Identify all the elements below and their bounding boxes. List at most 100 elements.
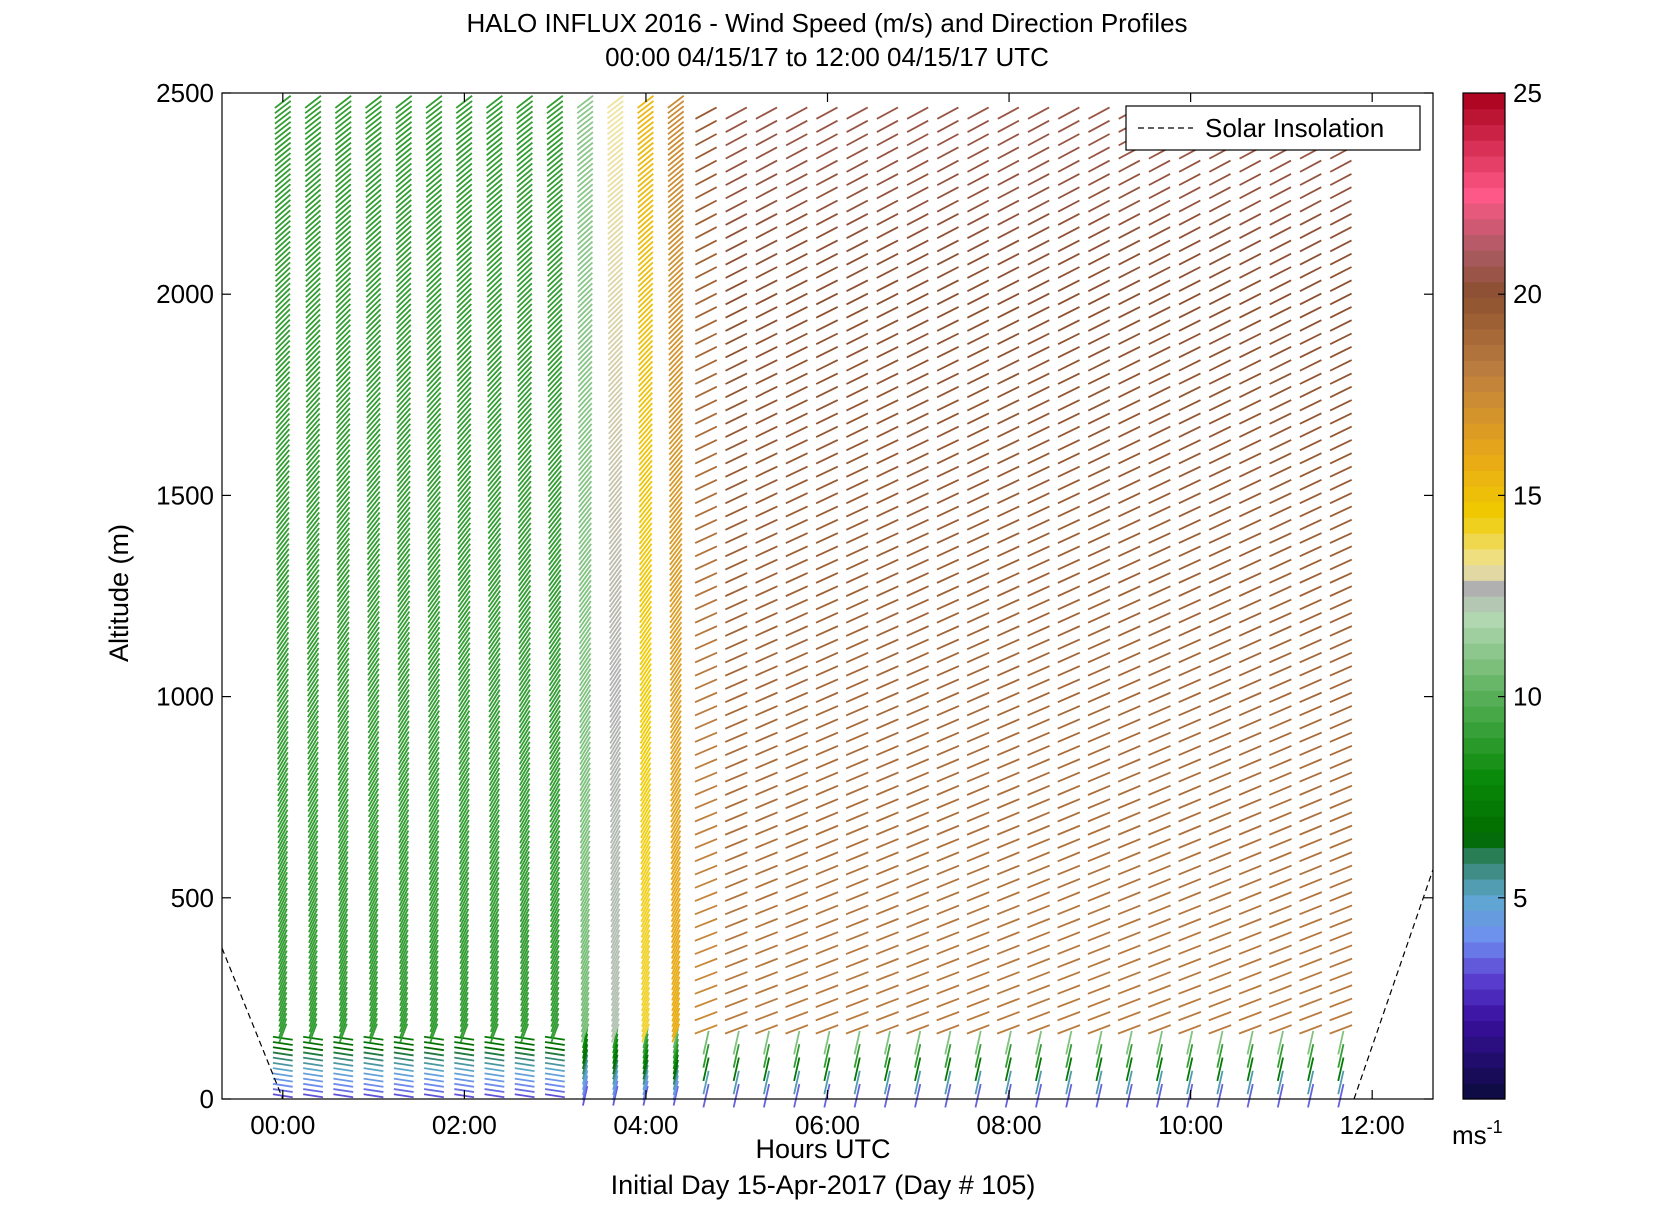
wind-barb <box>396 438 411 456</box>
wind-barb <box>667 209 684 225</box>
wind-barb <box>274 178 292 193</box>
wind-barb <box>365 355 382 372</box>
wind-barb <box>519 824 531 844</box>
wind-barb <box>579 804 591 823</box>
wind-barb <box>639 699 652 718</box>
wind-barb <box>486 240 503 256</box>
wind-barb <box>845 452 869 465</box>
wind-barb <box>1299 718 1323 730</box>
wind-barb <box>550 1007 560 1027</box>
wind-barb <box>725 306 748 319</box>
wind-barb <box>845 851 869 863</box>
wind-barb <box>550 971 560 991</box>
wind-barb <box>275 298 291 314</box>
wind-barb <box>368 861 379 881</box>
wind-barb <box>1238 931 1262 942</box>
wind-barb <box>547 454 563 472</box>
wind-barb <box>336 444 351 461</box>
wind-barb <box>906 133 929 147</box>
wind-barb <box>815 824 839 836</box>
wind-barb <box>668 371 684 388</box>
wind-barb <box>304 126 322 141</box>
wind-barb <box>458 699 471 718</box>
wind-barb <box>549 866 561 886</box>
wind-barb <box>337 678 350 697</box>
wind-barb <box>638 564 653 582</box>
wind-barb <box>1299 452 1322 465</box>
wind-barb <box>457 579 471 597</box>
wind-barb <box>669 543 683 561</box>
wind-barb <box>755 545 778 558</box>
wind-barb <box>846 266 869 279</box>
wind-barb <box>607 251 624 267</box>
wind-barb <box>307 851 319 870</box>
wind-barb <box>578 480 593 498</box>
wind-barb <box>580 913 591 933</box>
wind-barb <box>457 470 472 487</box>
wind-barb <box>1178 744 1202 757</box>
wind-barb <box>458 684 471 702</box>
wind-barb <box>1057 119 1080 133</box>
wind-barb <box>516 105 534 120</box>
wind-barb <box>936 545 960 558</box>
wind-barb <box>725 252 748 266</box>
wind-barb <box>337 772 349 792</box>
wind-barb <box>366 579 381 597</box>
wind-barb <box>845 439 869 452</box>
wind-barb <box>997 146 1020 160</box>
wind-barb <box>303 1088 324 1093</box>
wind-barb <box>610 887 621 907</box>
wind-barb <box>936 904 960 916</box>
wind-barb <box>607 287 624 304</box>
wind-barb <box>398 819 410 839</box>
wind-barb <box>668 376 684 393</box>
wind-barb <box>906 744 930 757</box>
wind-barb <box>1027 319 1050 332</box>
wind-barb <box>455 147 473 162</box>
wind-barb <box>336 584 350 603</box>
wind-barb <box>519 861 530 881</box>
wind-barb <box>876 665 899 677</box>
wind-barb <box>608 595 622 613</box>
wind-barb <box>368 845 379 865</box>
colorbar-segment <box>1463 375 1505 393</box>
wind-barb <box>667 261 684 277</box>
wind-barb <box>1087 718 1111 730</box>
wind-barb <box>1117 838 1141 849</box>
wind-barb <box>516 136 533 151</box>
wind-barb <box>547 465 562 482</box>
wind-barb <box>694 585 718 597</box>
wind-barb <box>578 621 592 639</box>
wind-barb <box>1118 292 1141 306</box>
wind-barb <box>1299 306 1322 319</box>
wind-barb <box>609 798 621 818</box>
wind-barb <box>578 548 592 566</box>
wind-barb <box>518 730 531 750</box>
wind-barb <box>1299 798 1323 810</box>
wind-barb <box>694 917 718 929</box>
wind-barb <box>608 543 623 561</box>
wind-barb <box>966 399 990 412</box>
wind-barb <box>548 715 561 734</box>
wind-barb <box>1329 771 1353 783</box>
wind-barb <box>966 292 990 306</box>
wind-barb <box>425 240 442 256</box>
wind-barb <box>426 350 442 367</box>
wind-barb <box>367 767 380 786</box>
wind-barb <box>516 282 533 298</box>
wind-barb <box>335 303 352 319</box>
wind-barb <box>304 131 322 146</box>
wind-barb <box>277 924 288 944</box>
wind-barb <box>966 306 990 319</box>
wind-barb <box>457 491 472 508</box>
wind-barb <box>1238 917 1262 929</box>
colorbar-segment <box>1463 344 1505 361</box>
wind-barb <box>1299 372 1322 385</box>
wind-barb <box>669 663 683 681</box>
wind-barb <box>426 256 442 272</box>
wind-barb <box>1027 372 1050 385</box>
wind-barb <box>579 835 591 854</box>
wind-barb <box>580 1007 590 1027</box>
wind-barb <box>1329 292 1352 306</box>
wind-barb <box>1057 931 1081 942</box>
